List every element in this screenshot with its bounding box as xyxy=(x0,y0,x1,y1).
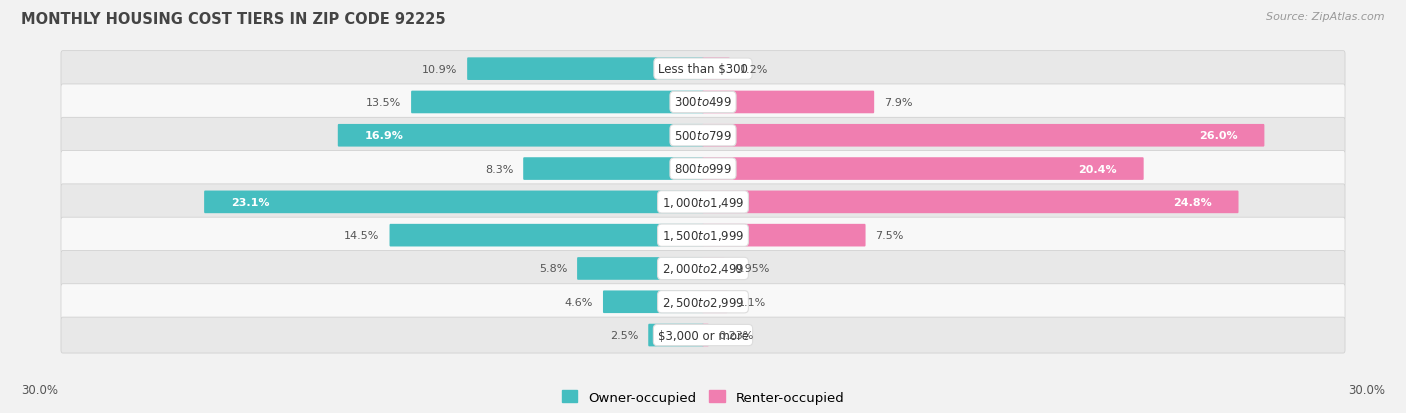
FancyBboxPatch shape xyxy=(702,91,875,114)
Text: 0.95%: 0.95% xyxy=(734,264,769,274)
Text: 13.5%: 13.5% xyxy=(366,98,401,108)
Text: Source: ZipAtlas.com: Source: ZipAtlas.com xyxy=(1267,12,1385,22)
FancyBboxPatch shape xyxy=(702,258,724,280)
FancyBboxPatch shape xyxy=(702,158,1143,180)
Text: 30.0%: 30.0% xyxy=(21,384,58,396)
Text: $1,500 to $1,999: $1,500 to $1,999 xyxy=(662,229,744,242)
FancyBboxPatch shape xyxy=(60,317,1346,353)
Text: $2,000 to $2,499: $2,000 to $2,499 xyxy=(662,262,744,276)
Text: 26.0%: 26.0% xyxy=(1199,131,1237,141)
FancyBboxPatch shape xyxy=(576,258,704,280)
Text: 16.9%: 16.9% xyxy=(364,131,404,141)
FancyBboxPatch shape xyxy=(60,218,1346,254)
FancyBboxPatch shape xyxy=(60,52,1346,88)
Text: 7.9%: 7.9% xyxy=(884,98,912,108)
FancyBboxPatch shape xyxy=(337,125,704,147)
Text: 14.5%: 14.5% xyxy=(344,230,380,241)
FancyBboxPatch shape xyxy=(702,125,1264,147)
FancyBboxPatch shape xyxy=(60,185,1346,220)
Text: 5.8%: 5.8% xyxy=(538,264,567,274)
FancyBboxPatch shape xyxy=(389,224,704,247)
Text: 10.9%: 10.9% xyxy=(422,64,457,74)
Text: 8.3%: 8.3% xyxy=(485,164,513,174)
Text: 0.23%: 0.23% xyxy=(718,330,754,340)
FancyBboxPatch shape xyxy=(702,291,727,313)
Text: $800 to $999: $800 to $999 xyxy=(673,163,733,176)
Legend: Owner-occupied, Renter-occupied: Owner-occupied, Renter-occupied xyxy=(561,390,845,404)
Text: 4.6%: 4.6% xyxy=(565,297,593,307)
FancyBboxPatch shape xyxy=(702,191,1239,214)
FancyBboxPatch shape xyxy=(60,284,1346,320)
FancyBboxPatch shape xyxy=(603,291,704,313)
Text: 1.1%: 1.1% xyxy=(738,297,766,307)
Text: $300 to $499: $300 to $499 xyxy=(673,96,733,109)
FancyBboxPatch shape xyxy=(204,191,704,214)
Text: $500 to $799: $500 to $799 xyxy=(673,129,733,142)
FancyBboxPatch shape xyxy=(702,224,866,247)
Text: 7.5%: 7.5% xyxy=(876,230,904,241)
Text: $1,000 to $1,499: $1,000 to $1,499 xyxy=(662,195,744,209)
FancyBboxPatch shape xyxy=(60,118,1346,154)
FancyBboxPatch shape xyxy=(60,251,1346,287)
FancyBboxPatch shape xyxy=(648,324,704,347)
FancyBboxPatch shape xyxy=(467,58,704,81)
Text: 20.4%: 20.4% xyxy=(1078,164,1116,174)
FancyBboxPatch shape xyxy=(411,91,704,114)
FancyBboxPatch shape xyxy=(702,58,730,81)
FancyBboxPatch shape xyxy=(523,158,704,180)
Text: $3,000 or more: $3,000 or more xyxy=(658,329,748,342)
Text: 1.2%: 1.2% xyxy=(740,64,768,74)
Text: 24.8%: 24.8% xyxy=(1173,197,1212,207)
Text: $2,500 to $2,999: $2,500 to $2,999 xyxy=(662,295,744,309)
Text: Less than $300: Less than $300 xyxy=(658,63,748,76)
Text: 2.5%: 2.5% xyxy=(610,330,638,340)
Text: MONTHLY HOUSING COST TIERS IN ZIP CODE 92225: MONTHLY HOUSING COST TIERS IN ZIP CODE 9… xyxy=(21,12,446,27)
FancyBboxPatch shape xyxy=(60,151,1346,187)
Text: 30.0%: 30.0% xyxy=(1348,384,1385,396)
FancyBboxPatch shape xyxy=(702,324,709,347)
FancyBboxPatch shape xyxy=(60,85,1346,121)
Text: 23.1%: 23.1% xyxy=(231,197,270,207)
